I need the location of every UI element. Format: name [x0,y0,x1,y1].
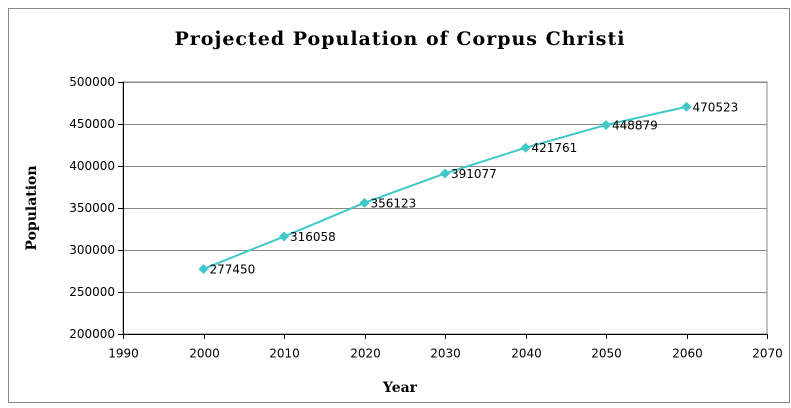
data-label: 421761 [532,141,578,155]
x-tick-label: 2010 [269,347,300,361]
marker [601,119,611,130]
y-tick-label: 400000 [69,159,115,173]
y-tick-label: 500000 [69,75,115,89]
x-tick-label: 2030 [430,347,461,361]
y-tick-label: 250000 [69,285,115,299]
y-tick-label: 350000 [69,201,115,215]
data-label: 277450 [210,262,256,276]
marker [279,231,289,242]
data-label: 356123 [371,196,417,210]
marker [198,263,209,274]
y-tick-label: 300000 [69,243,115,257]
chart-title: Projected Population of Corpus Christi [175,28,626,50]
x-tick-label: 2070 [752,347,783,361]
y-axis-title: Population [24,165,40,250]
y-tick-label: 450000 [69,117,115,131]
x-tick-label: 2040 [511,347,542,361]
marker [359,197,370,208]
x-tick-label: 2020 [350,347,381,361]
x-tick-label: 1990 [108,347,139,361]
marker [681,101,692,112]
marker [440,168,450,179]
x-axis-title: Year [382,380,418,396]
data-label: 316058 [290,230,336,244]
data-label: 391077 [451,167,497,181]
y-tick-label: 200000 [69,327,115,341]
data-label: 470523 [693,100,739,114]
x-tick-label: 2050 [591,347,622,361]
marker [520,142,531,153]
data-label: 448879 [612,118,658,132]
x-tick-label: 2060 [672,347,703,361]
x-tick-label: 2000 [189,347,220,361]
